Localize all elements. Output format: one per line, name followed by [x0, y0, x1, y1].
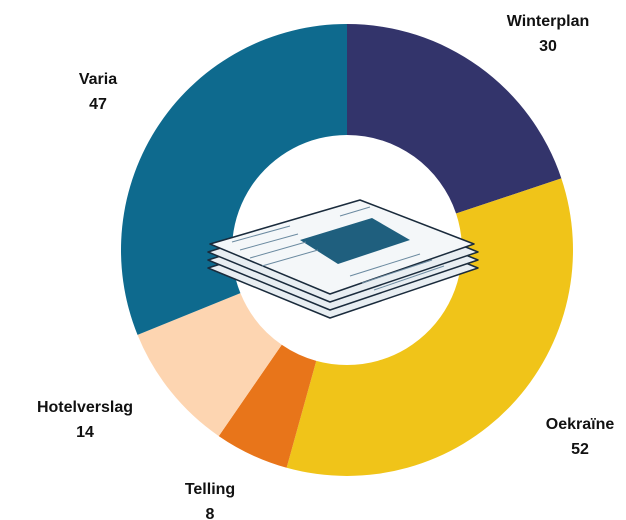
slice-label: Varia [79, 71, 117, 88]
slice-label: Winterplan [507, 13, 590, 30]
slice [218, 344, 317, 468]
newspaper-icon [207, 199, 479, 319]
slice [286, 178, 573, 476]
labels: Winterplan 30 Oekraïne 52 Telling 8 Hotelversl… [37, 13, 614, 520]
slice-label: Hotelverslag [37, 399, 133, 416]
slice-value: 30 [539, 38, 557, 55]
slice [137, 293, 282, 437]
slice-label: Telling [185, 481, 235, 498]
slice-value: 47 [89, 96, 107, 113]
slice [120, 24, 347, 335]
slice-label: Oekraïne [546, 416, 615, 433]
slice-value: 14 [76, 424, 94, 441]
slice-value: 52 [571, 441, 589, 458]
slice-value: 8 [206, 506, 215, 520]
slice [347, 24, 562, 214]
slices [120, 24, 573, 476]
